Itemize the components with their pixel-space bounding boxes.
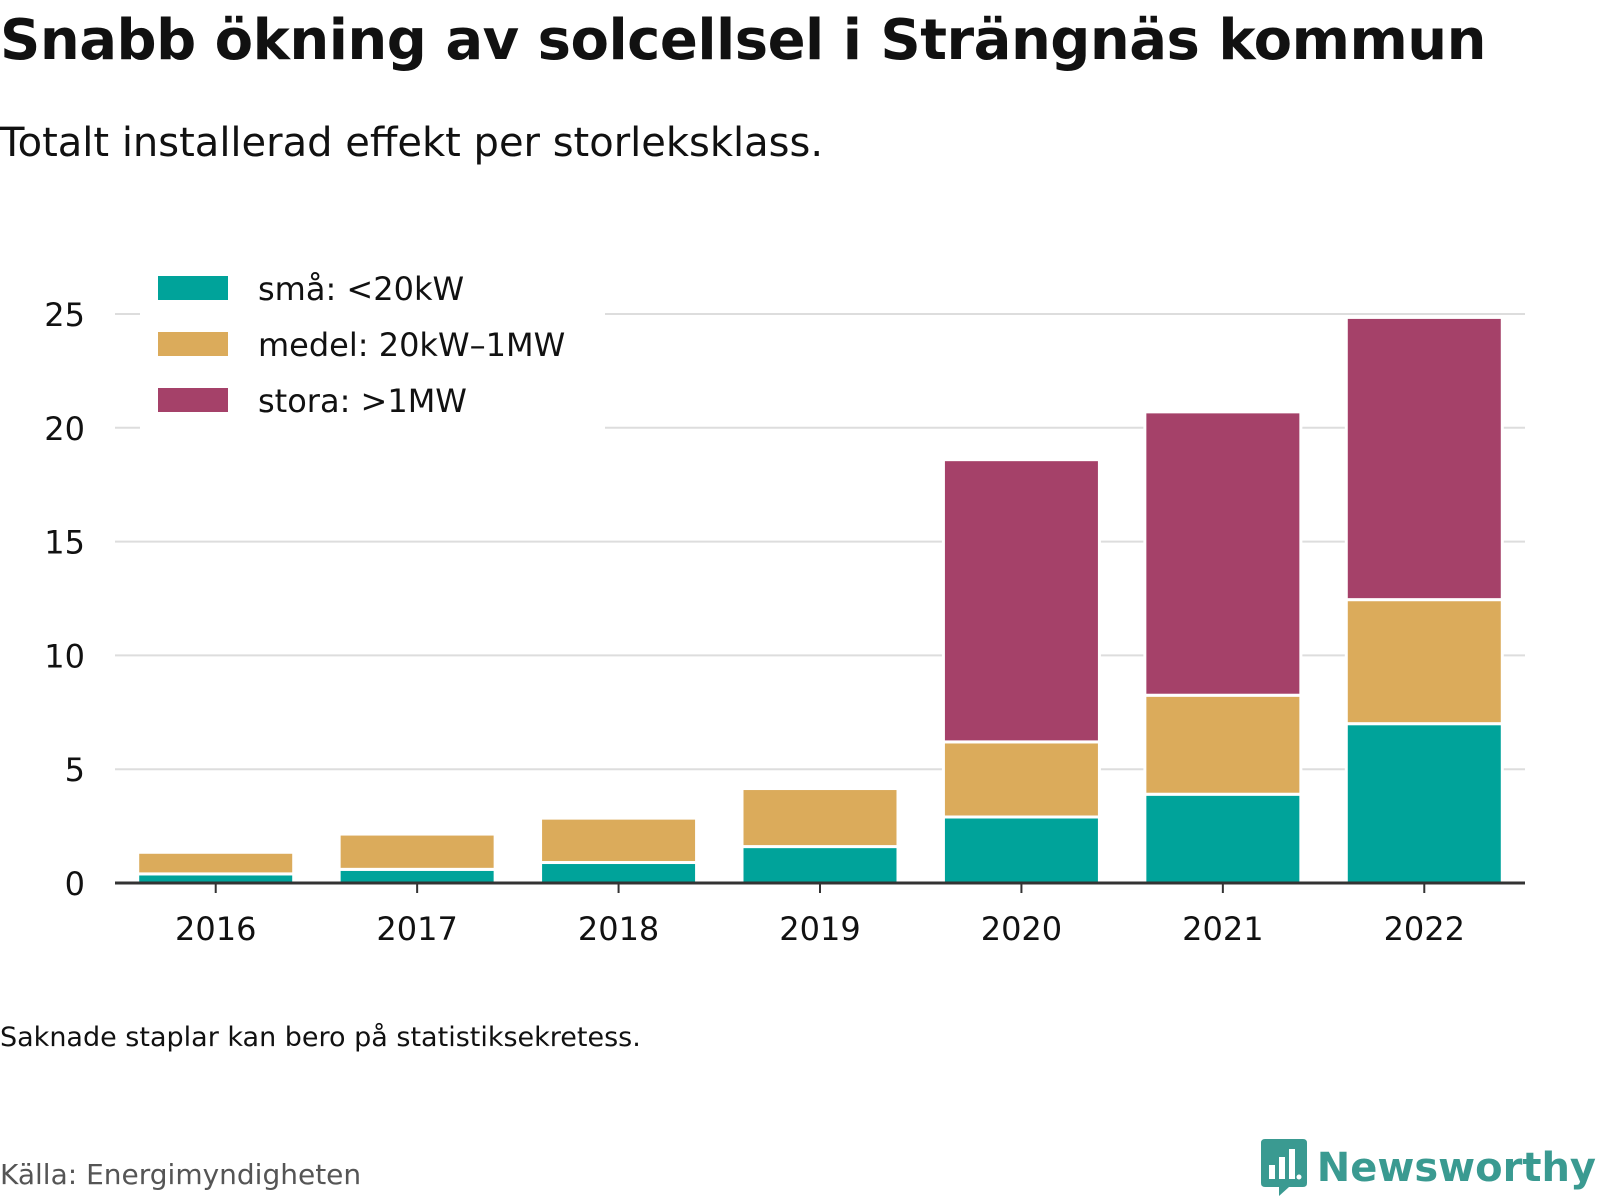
bar-2018-series-1	[539, 816, 699, 865]
chart-title: Snabb ökning av solcellsel i Strängnäs k…	[0, 8, 1487, 73]
x-tick-label: 2021	[1182, 910, 1263, 948]
chart-subtitle: Totalt installerad effekt per storlekskl…	[0, 120, 824, 166]
x-tick-label: 2019	[779, 910, 860, 948]
stacked-bar-chart: 0 5 10 15 20 25 2016 2017 2018 2019 2020 2021 2022 s…	[44, 262, 1525, 948]
y-tick-label: 0	[65, 865, 85, 903]
y-tick-label: 10	[44, 637, 85, 675]
bar-2021-series-2	[1143, 410, 1303, 697]
bar-2022-series-2	[1344, 315, 1504, 602]
y-tick-label: 20	[44, 410, 85, 448]
x-tick-label: 2018	[578, 910, 659, 948]
bar-2021-series-0	[1143, 792, 1303, 885]
bar-2017-series-1	[337, 832, 497, 871]
bar-2022-series-1	[1344, 598, 1504, 726]
bar-2016-series-1	[136, 850, 296, 876]
bar-2021-series-1	[1143, 693, 1303, 796]
x-tick-label: 2020	[981, 910, 1062, 948]
bar-2019-series-0	[740, 845, 900, 885]
y-tick-label: 5	[65, 751, 85, 789]
bars	[136, 315, 1504, 885]
legend-swatch-2	[158, 388, 228, 412]
bar-2020-series-0	[941, 815, 1101, 885]
y-tick-label: 25	[44, 296, 85, 334]
bar-2017-series-0	[337, 867, 497, 885]
axes: 0 5 10 15 20 25 2016 2017 2018 2019 2020 2021 2022	[44, 296, 1525, 948]
legend-label-2: stora: >1MW	[258, 382, 467, 420]
y-tick-label: 15	[44, 524, 85, 562]
legend-label-1: medel: 20kW–1MW	[258, 326, 565, 364]
x-tick-label: 2017	[376, 910, 457, 948]
x-tick-label: 2016	[175, 910, 256, 948]
brand-logo: Newsworthy	[1259, 1139, 1596, 1197]
bar-2018-series-0	[539, 861, 699, 885]
source-text: Källa: Energimyndigheten	[0, 1158, 362, 1191]
legend-swatch-1	[158, 332, 228, 356]
bar-2020-series-2	[941, 458, 1101, 744]
bar-2022-series-0	[1344, 722, 1504, 885]
x-tick-label: 2022	[1384, 910, 1465, 948]
legend-label-0: små: <20kW	[258, 270, 464, 308]
bar-2020-series-1	[941, 740, 1101, 819]
bar-2019-series-1	[740, 787, 900, 849]
bar-chart-bubble-icon	[1260, 1139, 1307, 1196]
legend-swatch-0	[158, 276, 228, 300]
legend: små: <20kW medel: 20kW–1MW stora: >1MW	[140, 262, 605, 434]
brand-name: Newsworthy	[1316, 1145, 1596, 1191]
footnote: Saknade staplar kan bero på statistiksek…	[0, 1022, 641, 1053]
